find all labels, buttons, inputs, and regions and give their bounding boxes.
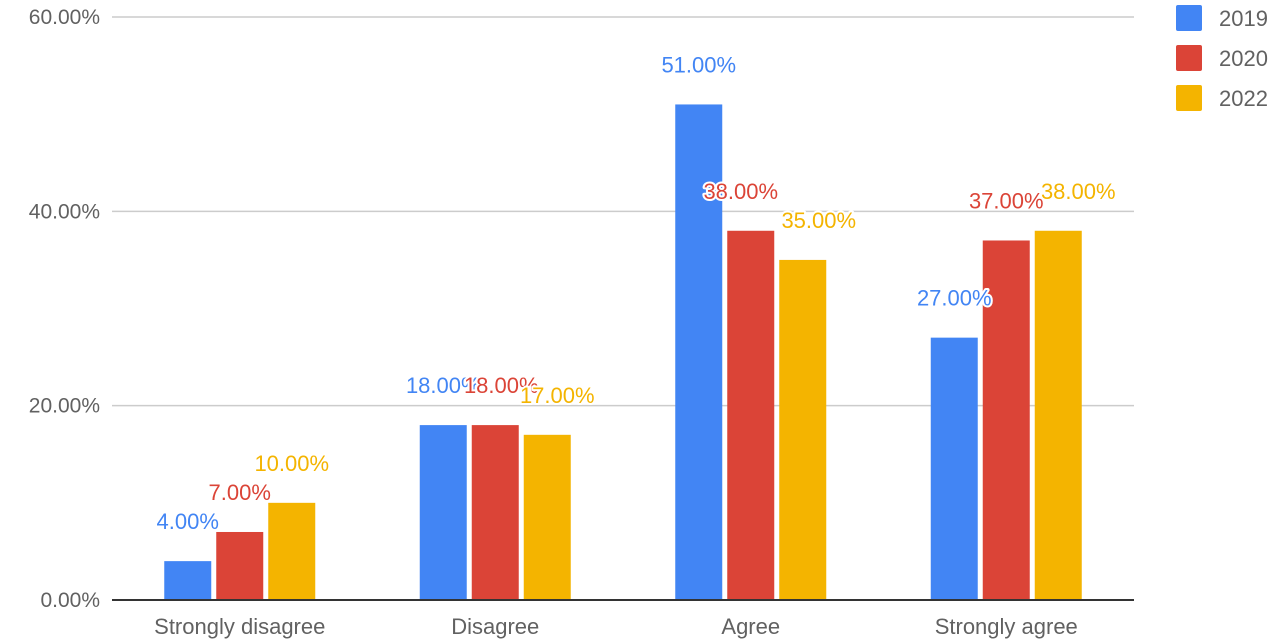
data-label-2019-1: 18.00% [406, 373, 481, 398]
data-label-2020-2: 38.00% [703, 179, 778, 204]
bar-2022-3 [1034, 230, 1082, 600]
legend-swatch-2020 [1176, 45, 1202, 71]
legend-label-2022: 2022 [1219, 86, 1268, 111]
x-category-label: Agree [721, 614, 780, 639]
x-category-label: Strongly agree [935, 614, 1078, 639]
data-label-2019-0: 4.00% [157, 509, 219, 534]
bar-2020-1 [471, 425, 519, 600]
data-labels: 4.00%7.00%10.00%18.00%18.00%17.00%51.00%… [155, 50, 1118, 536]
x-axis-categories: Strongly disagree Disagree Agree Strongly a… [154, 614, 1078, 639]
data-label-2019-3: 27.00% [917, 286, 992, 311]
legend-label-2020: 2020 [1219, 46, 1268, 71]
data-label-2022-2: 35.00% [781, 208, 856, 233]
y-tick-label: 60.00% [29, 6, 100, 29]
bar-2022-2 [779, 259, 827, 600]
bars [164, 104, 1082, 600]
y-axis-ticks: 0.00% 20.00% 40.00% 60.00% [29, 6, 100, 612]
data-label-2020-1: 18.00% [464, 373, 539, 398]
data-label-2020-3: 37.00% [969, 188, 1044, 213]
data-label-2019-2: 51.00% [661, 52, 736, 77]
bar-2020-3 [982, 240, 1030, 600]
data-label-2022-0: 10.00% [254, 451, 329, 476]
legend: 2019 2020 2022 [1176, 5, 1268, 111]
bar-2019-3 [930, 337, 978, 600]
x-category-label: Disagree [451, 614, 539, 639]
bar-2019-1 [419, 425, 467, 600]
data-label-2022-3: 38.00% [1041, 179, 1116, 204]
bar-2020-2 [727, 230, 775, 600]
bar-2022-0 [268, 502, 316, 600]
x-category-label: Strongly disagree [154, 614, 325, 639]
bar-2020-0 [216, 531, 264, 600]
bar-2019-0 [164, 561, 212, 600]
y-tick-label: 0.00% [40, 589, 100, 612]
legend-label-2019: 2019 [1219, 6, 1268, 31]
y-tick-label: 20.00% [29, 395, 100, 418]
bar-2019-2 [675, 104, 723, 600]
legend-swatch-2019 [1176, 5, 1202, 31]
legend-swatch-2022 [1176, 85, 1202, 111]
data-label-2020-0: 7.00% [209, 480, 271, 505]
bar-2022-1 [523, 434, 571, 600]
y-tick-label: 40.00% [29, 200, 100, 223]
data-label-2022-1: 17.00% [520, 383, 595, 408]
